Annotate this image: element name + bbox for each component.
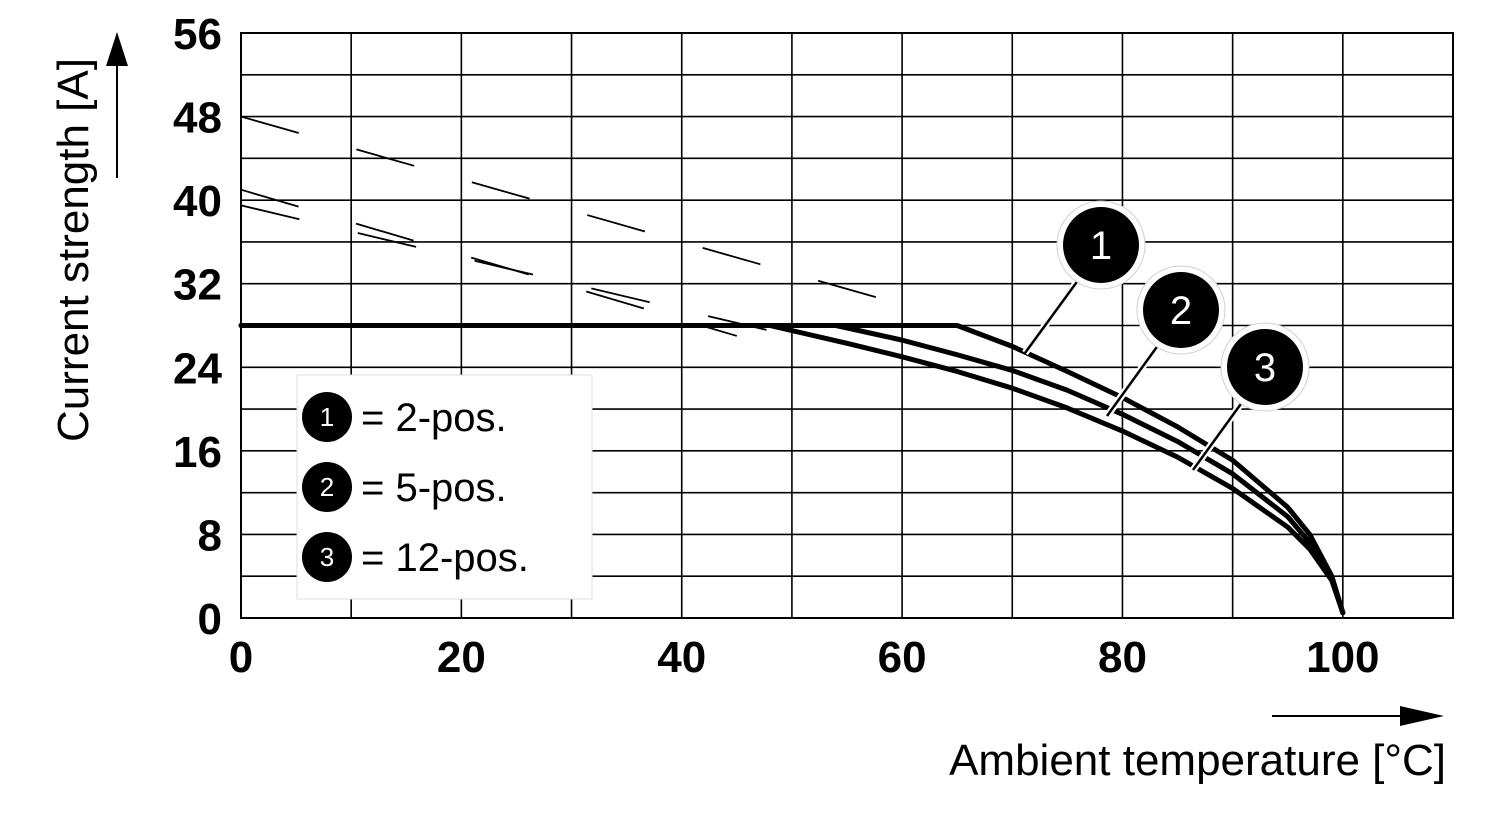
y-tick-label: 56 (173, 10, 222, 59)
y-tick-label: 0 (198, 595, 222, 644)
legend: 1 = 2-pos. 2 = 5-pos. 3 = 12-pos. (296, 374, 593, 600)
legend-marker-1 (302, 392, 352, 442)
series-markers: 1 2 3 (1022, 200, 1310, 473)
series-layer (238, 323, 1346, 616)
legend-marker-number: 1 (320, 402, 334, 432)
x-axis-title: Ambient temperature [°C] (949, 736, 1446, 785)
marker-circle-3 (1227, 329, 1303, 405)
leader-line (1191, 400, 1245, 471)
legend-marker-3 (302, 532, 352, 582)
y-tick-label: 32 (173, 261, 222, 310)
marker-circle-2 (1143, 272, 1219, 348)
y-tick-label: 16 (173, 428, 222, 477)
legend-marker-2 (302, 462, 352, 512)
legend-marker-number: 3 (320, 542, 334, 572)
x-tick-label: 80 (1098, 633, 1147, 682)
dashed-reference-line (240, 204, 793, 337)
legend-label: = 5-pos. (361, 466, 507, 510)
y-tick-label: 24 (173, 344, 222, 393)
x-tick-label: 100 (1306, 633, 1379, 682)
series-line-3 (238, 323, 1346, 616)
y-axis-title-group: Current strength [A] (49, 32, 128, 442)
x-tick-label: 20 (437, 633, 486, 682)
dashed-lines (240, 115, 903, 337)
leader-line (1023, 278, 1081, 354)
x-axis-title-group: Ambient temperature [°C] (949, 706, 1446, 785)
marker-number: 2 (1170, 289, 1192, 333)
y-tick-label: 8 (198, 511, 222, 560)
marker-number: 1 (1090, 224, 1112, 268)
legend-label: = 12-pos. (361, 536, 529, 580)
leader-line (1105, 343, 1161, 417)
marker-number: 3 (1254, 346, 1276, 390)
y-tick-label: 40 (173, 177, 222, 226)
series-line-2 (238, 323, 1346, 616)
x-tick-label: 0 (229, 633, 253, 682)
legend-label: = 2-pos. (361, 396, 507, 440)
legend-items: 1 = 2-pos. 2 = 5-pos. 3 = 12-pos. (302, 392, 529, 582)
x-tick-label: 40 (657, 633, 706, 682)
plot-frame (240, 32, 1454, 619)
x-tick-label: 60 (878, 633, 927, 682)
legend-marker-number: 2 (320, 472, 334, 502)
y-tick-label: 48 (173, 94, 222, 143)
marker-circle-1 (1063, 207, 1139, 283)
series-line-1 (238, 323, 1346, 616)
y-axis-arrow-icon (106, 32, 128, 66)
x-axis-arrow-icon (1400, 706, 1444, 726)
dashed-reference-line (240, 188, 738, 337)
y-axis-title: Current strength [A] (49, 58, 98, 442)
